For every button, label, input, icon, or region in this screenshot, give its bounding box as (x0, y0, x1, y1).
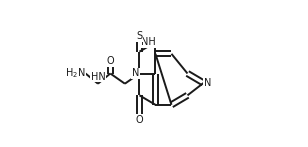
Text: NH: NH (141, 37, 156, 47)
Text: HN: HN (91, 71, 105, 81)
Text: S: S (136, 31, 143, 41)
Text: N: N (204, 78, 211, 88)
Text: H$_2$N: H$_2$N (65, 67, 86, 80)
Text: O: O (136, 115, 143, 125)
Text: O: O (107, 56, 114, 66)
Text: N: N (132, 69, 140, 78)
